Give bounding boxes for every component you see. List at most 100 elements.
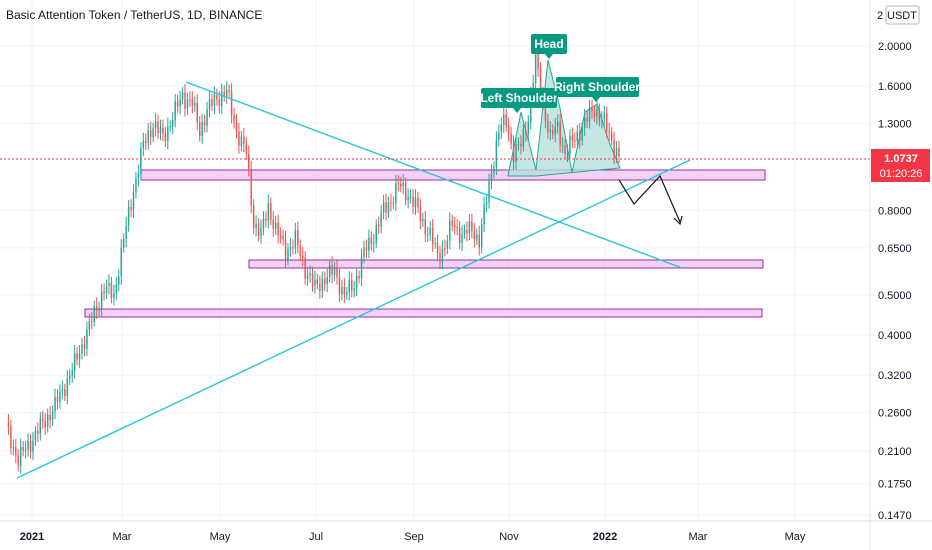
candle-body — [100, 291, 103, 309]
candle-body — [390, 202, 392, 204]
candle-body — [458, 227, 461, 244]
candle-body — [309, 273, 311, 276]
candle-body — [311, 273, 314, 286]
ascending-trendline[interactable] — [16, 159, 691, 479]
candle-body — [284, 239, 287, 260]
support-zone-1[interactable] — [140, 169, 766, 181]
candle-body — [169, 126, 172, 128]
candle-body — [537, 53, 539, 69]
current-price-tag: 1.0737 01:20:26 — [871, 149, 930, 182]
candle-body — [370, 237, 373, 244]
candle-body — [520, 144, 522, 147]
candle-body — [338, 277, 341, 295]
candle-body — [162, 127, 164, 134]
candle-body — [569, 135, 571, 154]
candle-body — [456, 227, 458, 229]
candle-body — [91, 320, 93, 322]
candle-body — [71, 370, 73, 376]
candle-body — [525, 129, 527, 134]
candle-body — [478, 234, 480, 248]
candle-body — [81, 344, 83, 354]
currency-button[interactable]: USDT — [885, 5, 920, 25]
candle-body — [181, 92, 184, 100]
candle-body — [453, 225, 456, 228]
head-and-shoulders-pattern[interactable] — [507, 59, 621, 177]
candle-body — [299, 245, 301, 256]
candle-body — [225, 90, 228, 96]
candle-body — [154, 121, 157, 129]
candle-body — [29, 440, 32, 452]
candle-body — [498, 131, 500, 140]
candle-body — [517, 144, 520, 146]
candle-body — [358, 276, 360, 279]
time-axis[interactable]: 2021 Mar May Jul Sep Nov 2022 Mar May — [20, 531, 806, 543]
candle-body — [39, 418, 42, 434]
candle-body — [422, 219, 424, 222]
price-tick-label: 0.6500 — [878, 243, 912, 255]
candle-body — [277, 222, 279, 236]
candle-body — [404, 182, 407, 201]
candle-body — [493, 167, 495, 174]
candle-body — [544, 101, 547, 121]
candle-body — [113, 293, 115, 298]
candle-body — [331, 265, 333, 275]
time-tick-label: May — [210, 531, 231, 543]
candle-body — [86, 329, 88, 349]
candle-body — [267, 203, 270, 221]
candle-body — [606, 113, 608, 132]
candle-body — [515, 144, 517, 162]
candle-body — [346, 292, 348, 295]
candle-body — [149, 130, 152, 138]
candle-body — [461, 233, 463, 244]
candle-body — [115, 284, 118, 294]
candle-body — [132, 192, 135, 210]
candle-body — [238, 131, 240, 146]
candle-body — [274, 222, 277, 229]
candle-body — [539, 68, 542, 96]
candle-body — [118, 276, 120, 285]
candle-body — [581, 127, 583, 141]
candle-body — [564, 145, 566, 154]
candle-body — [304, 257, 306, 279]
price-tick-label: 0.1470 — [878, 510, 912, 522]
candle-body — [324, 278, 326, 285]
candle-body — [260, 228, 262, 236]
candle-body — [306, 275, 309, 279]
candle-body — [159, 127, 162, 133]
candle-body — [19, 447, 22, 466]
candle-body — [603, 113, 606, 120]
candle-body — [140, 148, 142, 174]
candle-body — [610, 132, 613, 141]
time-tick-label: 2021 — [20, 531, 44, 543]
support-zone-3[interactable] — [84, 308, 763, 318]
candle-body — [120, 247, 122, 277]
candle-body — [451, 221, 453, 226]
candle-body — [216, 95, 218, 100]
descending-trendline[interactable] — [185, 81, 683, 269]
candle-body — [365, 247, 368, 251]
candle-body — [424, 219, 427, 235]
candle-body — [446, 240, 449, 249]
projection-path[interactable] — [618, 174, 681, 223]
candle-body — [17, 455, 19, 466]
candle-body — [613, 140, 615, 157]
candle-body — [95, 306, 98, 311]
candle-body — [93, 306, 96, 322]
candle-body — [341, 286, 343, 295]
support-zone-2[interactable] — [248, 259, 764, 269]
time-tick-label: Jul — [309, 531, 323, 543]
candle-body — [601, 119, 603, 121]
price-tick-label: 0.1750 — [878, 479, 912, 491]
candle-body — [73, 353, 76, 371]
candle-body — [382, 202, 385, 213]
candle-body — [380, 212, 382, 227]
candle-body — [211, 99, 213, 106]
candle-body — [397, 183, 400, 185]
candle-body — [547, 120, 549, 133]
candle-body — [387, 202, 390, 213]
symbol-title: Basic Attention Token / TetherUS, 1D, BI… — [6, 8, 263, 22]
candle-body — [15, 447, 17, 456]
candle-body — [51, 411, 54, 421]
price-axis[interactable]: 2.0000 1.6000 1.3000 0.8000 0.6500 0.5000 0.40… — [878, 41, 912, 522]
